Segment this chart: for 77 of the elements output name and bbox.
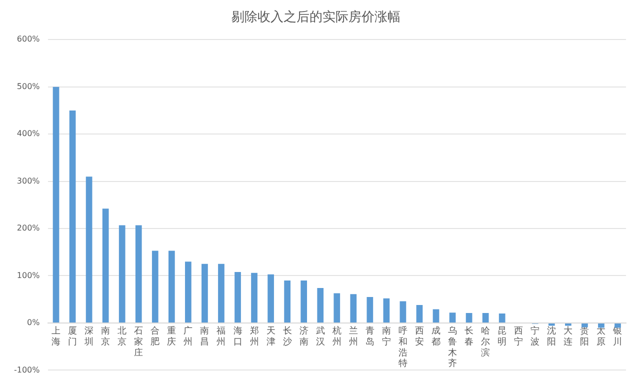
y-tick-label: 300% — [16, 176, 40, 186]
x-tick-label: 南京 — [101, 326, 110, 348]
bar — [118, 225, 126, 322]
x-tick-label: 兰州 — [348, 326, 358, 348]
x-tick-label: 南宁 — [382, 326, 391, 348]
bar — [135, 225, 142, 322]
x-tick-label: 西安 — [414, 326, 424, 348]
x-tick-label: 重庆 — [167, 326, 176, 348]
bar — [432, 309, 440, 322]
bar — [218, 264, 224, 322]
bar — [564, 323, 572, 326]
y-tick-label: 500% — [16, 82, 40, 91]
bar — [69, 110, 76, 322]
x-tick-label: 石家庄 — [134, 326, 144, 358]
x-tick-label: 哈尔滨 — [481, 326, 490, 358]
bar — [317, 288, 324, 322]
bar — [466, 313, 472, 322]
bar — [152, 250, 158, 322]
bar — [366, 296, 374, 322]
x-tick-label: 天津 — [266, 326, 276, 348]
x-tick-label: 合肥 — [150, 326, 160, 348]
x-tick-label: 广州 — [184, 326, 193, 348]
bar — [251, 272, 258, 322]
x-tick-label: 宁波 — [530, 326, 540, 348]
bar — [202, 264, 208, 322]
bar — [383, 298, 390, 322]
bar — [300, 280, 308, 322]
bar — [102, 208, 109, 322]
bar — [284, 280, 290, 322]
x-tick-label: 福州 — [216, 326, 226, 348]
bar — [614, 323, 621, 328]
bar — [350, 294, 357, 322]
x-tick-label: 太原 — [596, 326, 606, 348]
x-tick-label: 贵阳 — [580, 326, 590, 348]
x-tick-label: 长春 — [464, 326, 474, 348]
bar — [400, 301, 406, 322]
x-tick-label: 深圳 — [84, 326, 94, 348]
bar — [449, 312, 456, 322]
x-tick-label: 乌鲁木齐 — [448, 326, 458, 370]
bar — [268, 274, 274, 322]
x-tick-label: 青岛 — [365, 326, 374, 348]
x-tick-label: 杭州 — [331, 326, 342, 348]
bar — [416, 305, 423, 322]
x-tick-label: 武汉 — [316, 326, 325, 348]
y-tick-label: 0% — [27, 318, 40, 328]
bar — [498, 314, 506, 322]
y-tick-label: -100% — [14, 365, 40, 374]
y-tick-label: 200% — [16, 224, 40, 233]
x-tick-label: 西宁 — [514, 326, 524, 348]
bar — [582, 323, 588, 328]
x-tick-label: 南昌 — [200, 326, 210, 348]
x-tick-label: 厦门 — [68, 326, 78, 348]
bar — [598, 323, 604, 328]
x-tick-label: 济南 — [299, 326, 308, 348]
x-tick-label: 银川 — [612, 326, 622, 348]
x-tick-label: 上海 — [52, 326, 61, 348]
bar — [185, 262, 192, 322]
y-tick-label: 400% — [16, 129, 40, 138]
x-tick-label: 昆明 — [498, 326, 507, 348]
y-tick-label: 100% — [16, 270, 40, 280]
bar — [86, 176, 92, 322]
x-tick-label: 长沙 — [282, 326, 292, 348]
bar — [334, 293, 340, 322]
x-tick-label: 北京 — [118, 326, 127, 348]
bar — [548, 323, 555, 326]
x-tick-label: 大连 — [564, 326, 573, 348]
x-tick-label: 海口 — [233, 326, 242, 348]
x-tick-label: 沈阳 — [547, 326, 556, 348]
chart-title: 剔除收入之后的实际房价涨幅 — [232, 9, 400, 26]
bar — [168, 250, 175, 322]
bar — [482, 313, 489, 322]
bar — [234, 272, 241, 322]
x-tick-label: 成都 — [432, 326, 441, 348]
x-tick-label: 郑州 — [250, 326, 259, 348]
x-tick-label: 呼和浩特 — [398, 326, 408, 370]
bar — [52, 86, 60, 322]
y-tick-label: 600% — [16, 34, 40, 44]
